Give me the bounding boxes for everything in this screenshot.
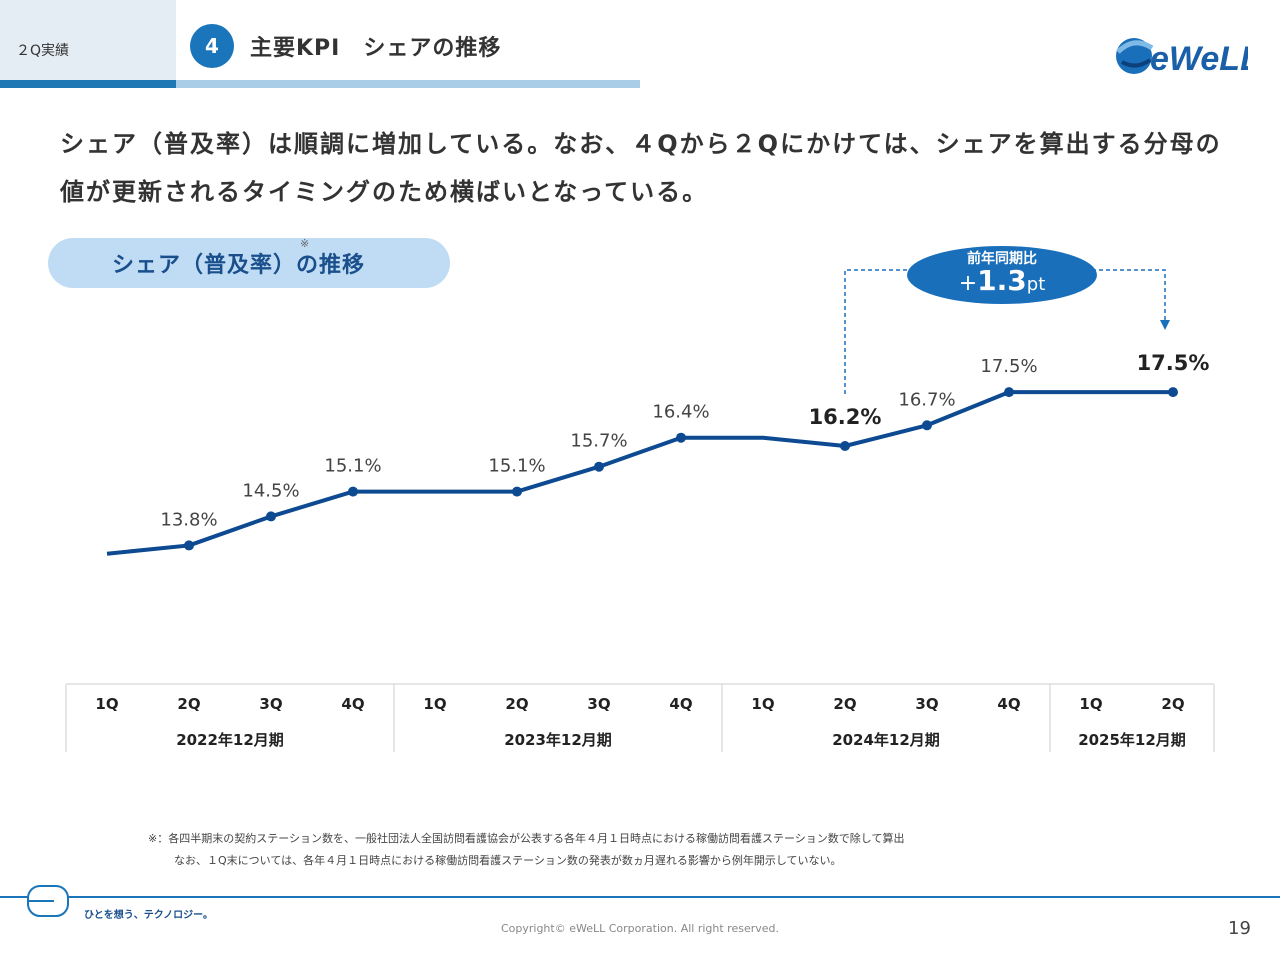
data-label: 16.2% (809, 405, 882, 429)
x-tick-label: 4Q (341, 695, 364, 713)
x-tick-label: 2Q (1161, 695, 1184, 713)
data-point (266, 511, 276, 522)
yoy-arrowhead (1160, 320, 1170, 330)
data-label: 13.8% (160, 509, 217, 530)
footnote: ※：各四半期末の契約ステーション数を、一般社団法人全国訪問看護協会が公表する各年… (148, 828, 904, 872)
yoy-unit: pt (1026, 274, 1046, 295)
page-number: 19 (1228, 918, 1251, 939)
header-accent-bar (0, 80, 176, 88)
headline: シェア（普及率）は順調に増加している。なお、４Qから２Qにかけては、シェアを算出… (60, 130, 1222, 206)
data-point (676, 432, 686, 443)
footnote-mark: ※ (300, 237, 310, 250)
footer-rule (0, 896, 1280, 898)
data-label: 15.1% (488, 456, 545, 477)
data-point (512, 486, 522, 497)
section-tag: ２Q実績 (0, 0, 176, 80)
data-point (348, 486, 358, 497)
x-tick-label: 1Q (95, 695, 118, 713)
x-tick-label: 3Q (587, 695, 610, 713)
data-point (1004, 387, 1014, 398)
data-label: 16.7% (898, 389, 955, 410)
chart-subtitle-pill (48, 238, 450, 288)
x-tick-label: 1Q (423, 695, 446, 713)
ewell-logo: eWeLL (1116, 38, 1248, 78)
share-series-line (106, 390, 1173, 556)
data-point (922, 420, 932, 431)
period-label: 2024年12月期 (832, 731, 940, 749)
page-title: 主要KPI シェアの推移 (250, 36, 502, 61)
footnote-line-1: ※：各四半期末の契約ステーション数を、一般社団法人全国訪問看護協会が公表する各年… (148, 832, 905, 845)
copyright: Copyright© eWeLL Corporation. All right … (500, 922, 780, 935)
yoy-value: 1.3 (977, 264, 1027, 297)
period-label: 2025年12月期 (1078, 731, 1186, 749)
chart-subtitle: シェア（普及率）の推移 (112, 253, 366, 278)
period-label: 2022年12月期 (176, 731, 284, 749)
x-tick-label: 2Q (177, 695, 200, 713)
header-light-bar (176, 80, 640, 88)
data-label: 15.7% (570, 431, 627, 452)
x-tick-label: 3Q (259, 695, 282, 713)
x-tick-label: 4Q (669, 695, 692, 713)
x-tick-label: 2Q (505, 695, 528, 713)
data-label: 17.5% (1137, 351, 1210, 375)
data-label: 14.5% (242, 480, 299, 501)
data-label: 15.1% (324, 456, 381, 477)
x-tick-label: 4Q (997, 695, 1020, 713)
yoy-callout: 前年同期比 +1.3pt (907, 246, 1097, 304)
yoy-sign: + (958, 271, 978, 296)
footer-e-mark-icon (27, 885, 69, 917)
section-number-badge: 4 (190, 24, 234, 68)
logo-text: eWeLL (1150, 40, 1248, 78)
data-point (1168, 387, 1178, 398)
data-point (594, 461, 604, 472)
x-tick-label: 3Q (915, 695, 938, 713)
period-label: 2023年12月期 (504, 731, 612, 749)
data-label: 17.5% (980, 356, 1037, 377)
footer-slogan: ひとを想う、テクノロジー。 (84, 910, 213, 921)
x-tick-label: 1Q (1079, 695, 1102, 713)
x-tick-label: 1Q (751, 695, 774, 713)
data-point (840, 441, 850, 451)
footnote-line-2: なお、１Q末については、各年４月１日時点における稼働訪問看護ステーション数の発表… (174, 854, 842, 867)
x-tick-label: 2Q (833, 695, 856, 713)
data-point (184, 540, 194, 551)
data-label: 16.4% (652, 402, 709, 423)
section-tag-label: ２Q実績 (16, 43, 70, 59)
yoy-label: 前年同期比 (967, 251, 1037, 267)
